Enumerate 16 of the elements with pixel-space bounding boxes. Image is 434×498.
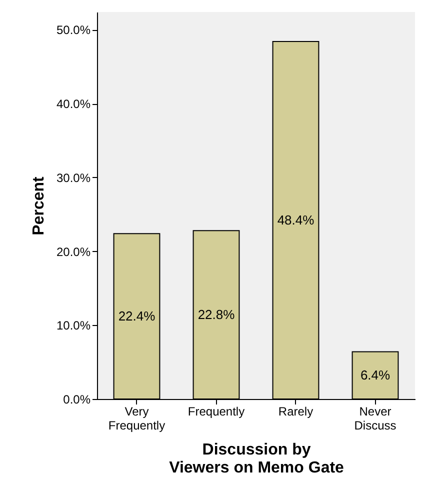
y-tick-label: 50.0% [56, 23, 91, 38]
x-axis-title: Discussion by Viewers on Memo Gate [169, 442, 344, 476]
x-tick-label: Very Frequently [108, 404, 166, 432]
y-axis-title: Percent [30, 176, 48, 236]
data-label: 6.4% [360, 367, 390, 382]
data-label: 22.8% [198, 306, 236, 322]
data-label: 48.4% [277, 212, 315, 228]
y-tick-label: 30.0% [56, 170, 91, 185]
y-tick-label: 0.0% [63, 392, 91, 406]
x-tick-label: Never Discuss [354, 404, 396, 432]
y-tick-label: 20.0% [56, 244, 91, 259]
x-tick-label: Frequently [188, 404, 245, 418]
x-tick-label: Rarely [278, 404, 314, 418]
data-label: 22.4% [118, 308, 156, 324]
y-tick-label: 40.0% [56, 97, 91, 112]
y-tick-label: 10.0% [56, 318, 91, 333]
